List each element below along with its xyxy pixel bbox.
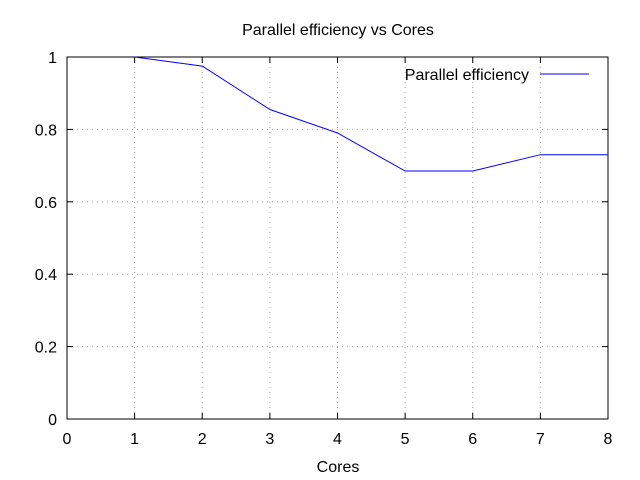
y-tick-label: 0.4 <box>35 267 57 284</box>
data-point <box>539 153 542 156</box>
x-tick-label: 0 <box>63 431 72 448</box>
tick-labels: 0 1 2 3 4 5 6 7 8 0 0.2 0.4 0.6 0.8 1 <box>35 50 613 448</box>
data-point <box>336 132 339 135</box>
y-tick-label: 1 <box>48 50 57 67</box>
x-tick-label: 1 <box>130 431 139 448</box>
series-layer <box>133 56 610 173</box>
x-tick-label: 5 <box>401 431 410 448</box>
y-tick-label: 0.6 <box>35 195 57 212</box>
x-tick-label: 3 <box>265 431 274 448</box>
data-point <box>133 56 136 59</box>
data-point <box>607 153 610 156</box>
data-point <box>268 108 271 111</box>
legend: Parallel efficiency <box>405 67 589 84</box>
y-tick-label: 0.8 <box>35 122 57 139</box>
plot-frame <box>66 56 609 420</box>
series-line-parallel-efficiency <box>134 56 608 172</box>
x-tick-label: 8 <box>604 431 613 448</box>
grid <box>67 57 608 419</box>
data-point <box>471 170 474 173</box>
data-point <box>404 170 407 173</box>
data-point <box>201 65 204 68</box>
chart-title: Parallel efficiency vs Cores <box>242 22 434 39</box>
x-tick-label: 6 <box>468 431 477 448</box>
x-tick-label: 7 <box>536 431 545 448</box>
y-tick-label: 0.2 <box>35 340 57 357</box>
y-tick-label: 0 <box>48 412 57 429</box>
legend-label: Parallel efficiency <box>405 67 529 84</box>
x-tick-label: 2 <box>198 431 207 448</box>
x-axis-label: Cores <box>317 459 360 476</box>
x-tick-label: 4 <box>333 431 342 448</box>
